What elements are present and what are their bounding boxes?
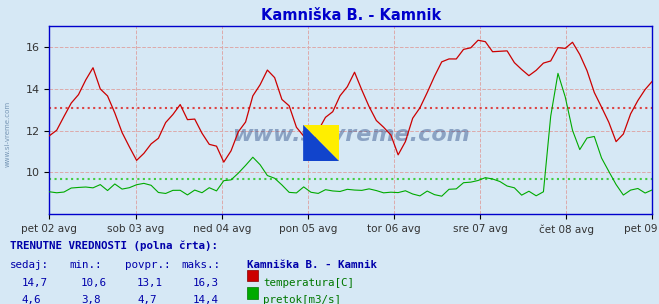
Text: www.si-vreme.com: www.si-vreme.com bbox=[232, 125, 470, 145]
Text: temperatura[C]: temperatura[C] bbox=[263, 278, 354, 288]
Text: maks.:: maks.: bbox=[181, 260, 220, 270]
Text: sedaj:: sedaj: bbox=[10, 260, 49, 270]
Text: 3,8: 3,8 bbox=[81, 295, 101, 304]
Text: TRENUTNE VREDNOSTI (polna črta):: TRENUTNE VREDNOSTI (polna črta): bbox=[10, 240, 218, 251]
Text: Kamniška B. - Kamnik: Kamniška B. - Kamnik bbox=[247, 260, 377, 270]
Text: 4,7: 4,7 bbox=[137, 295, 157, 304]
Text: 4,6: 4,6 bbox=[22, 295, 42, 304]
Polygon shape bbox=[303, 125, 339, 161]
Text: www.si-vreme.com: www.si-vreme.com bbox=[5, 101, 11, 167]
Title: Kamniška B. - Kamnik: Kamniška B. - Kamnik bbox=[261, 8, 441, 23]
Text: povpr.:: povpr.: bbox=[125, 260, 171, 270]
Text: 10,6: 10,6 bbox=[81, 278, 107, 288]
Polygon shape bbox=[303, 125, 339, 161]
Text: 13,1: 13,1 bbox=[137, 278, 163, 288]
Text: min.:: min.: bbox=[69, 260, 101, 270]
Text: 14,4: 14,4 bbox=[193, 295, 219, 304]
Text: 16,3: 16,3 bbox=[193, 278, 219, 288]
Text: pretok[m3/s]: pretok[m3/s] bbox=[263, 295, 341, 304]
Text: 14,7: 14,7 bbox=[22, 278, 47, 288]
